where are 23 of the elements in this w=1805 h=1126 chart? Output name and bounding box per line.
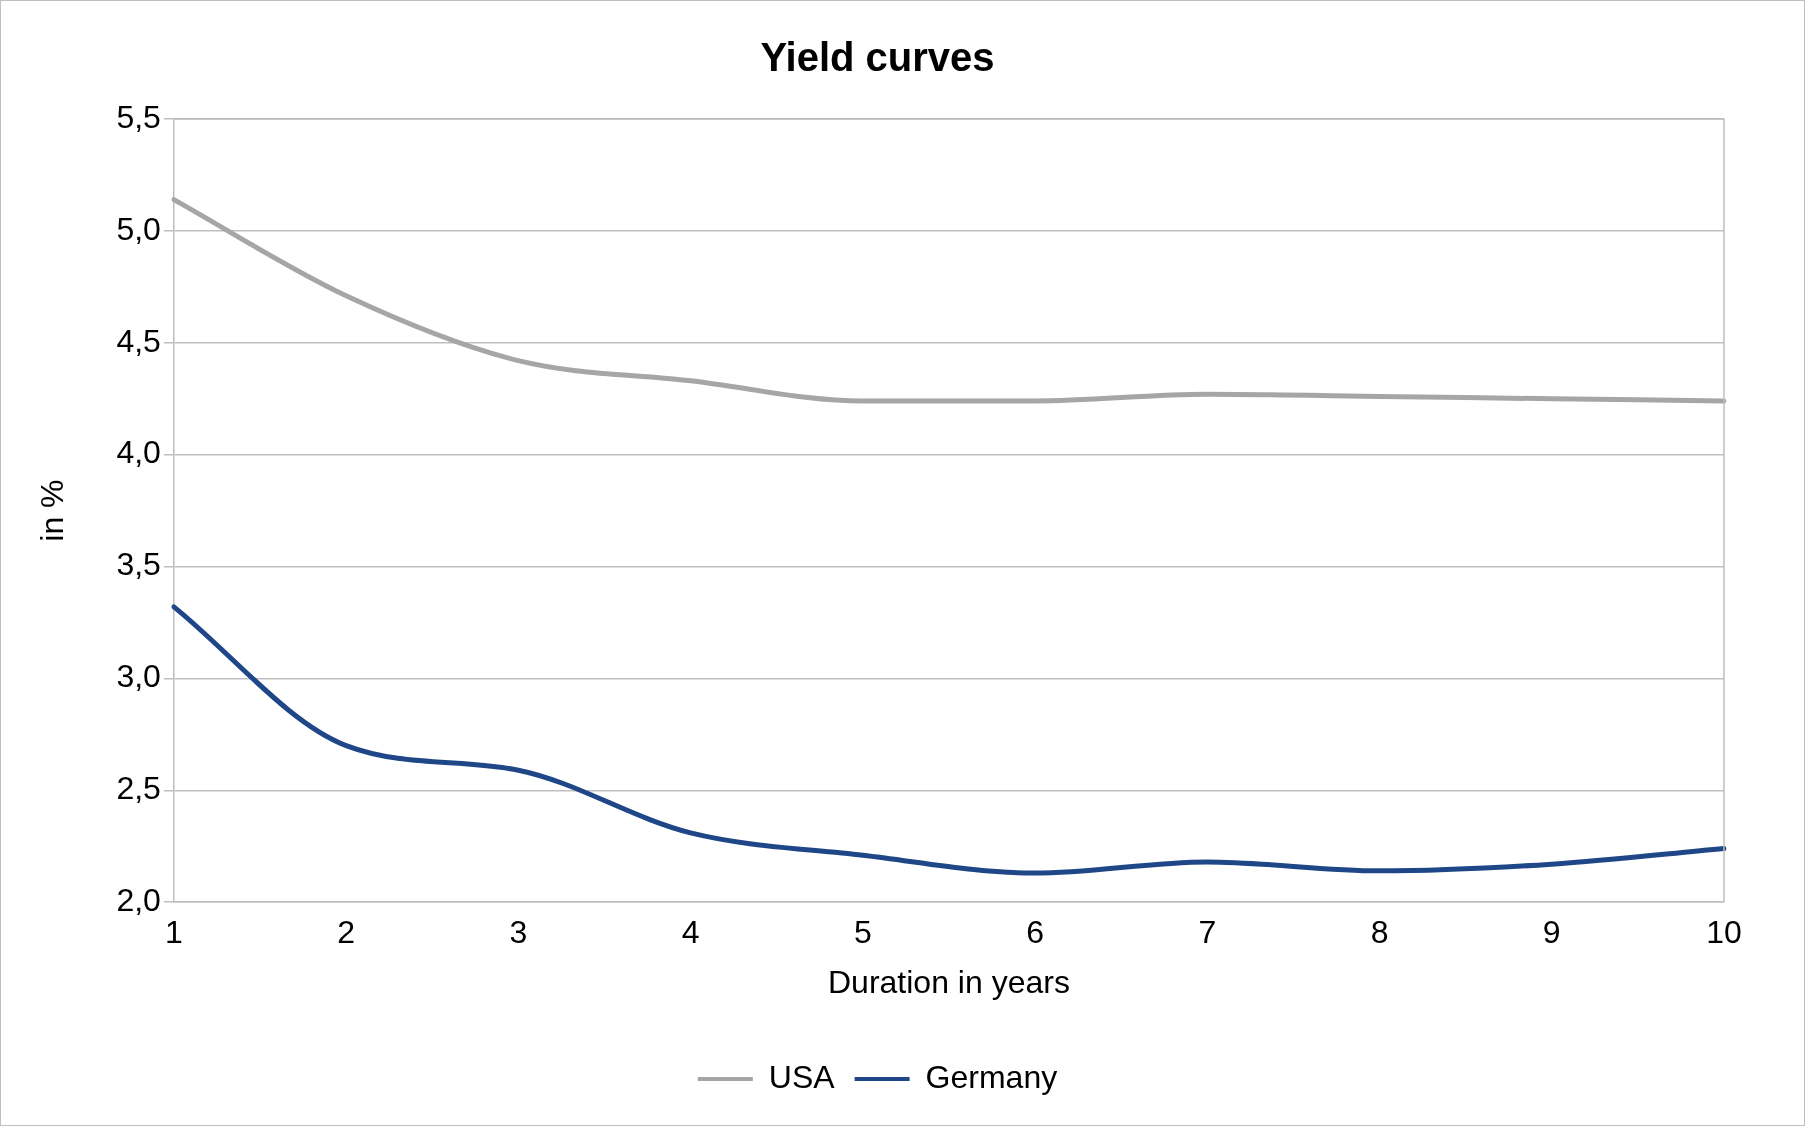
x-tick-label: 5 xyxy=(853,914,872,951)
x-tick-label: 2 xyxy=(337,914,356,951)
x-tick-label: 6 xyxy=(1026,914,1044,951)
legend-label: USA xyxy=(768,1058,836,1095)
y-axis-title: in % xyxy=(34,479,71,542)
y-tick-label: 3,5 xyxy=(116,546,161,583)
y-tick-label: 5,0 xyxy=(116,210,161,247)
x-tick-label: 10 xyxy=(1706,914,1742,951)
x-tick-label: 8 xyxy=(1370,914,1389,951)
y-tick-label: 2,0 xyxy=(116,882,161,919)
x-axis-title: Duration in years xyxy=(828,963,1070,1000)
x-tick-label: 9 xyxy=(1542,914,1561,951)
x-tick-label: 4 xyxy=(681,914,700,951)
y-tick-label: 4,5 xyxy=(116,322,161,359)
legend-label: Germany xyxy=(925,1058,1058,1095)
y-tick-label: 4,0 xyxy=(116,434,161,471)
y-tick-label: 2,5 xyxy=(116,770,161,807)
y-tick-label: 3,0 xyxy=(116,658,161,695)
x-tick-label: 1 xyxy=(164,914,183,951)
x-tick-label: 7 xyxy=(1198,914,1217,951)
chart-title: Yield curves xyxy=(760,35,995,80)
y-tick-label: 5,5 xyxy=(116,98,161,135)
x-tick-label: 3 xyxy=(509,914,528,951)
